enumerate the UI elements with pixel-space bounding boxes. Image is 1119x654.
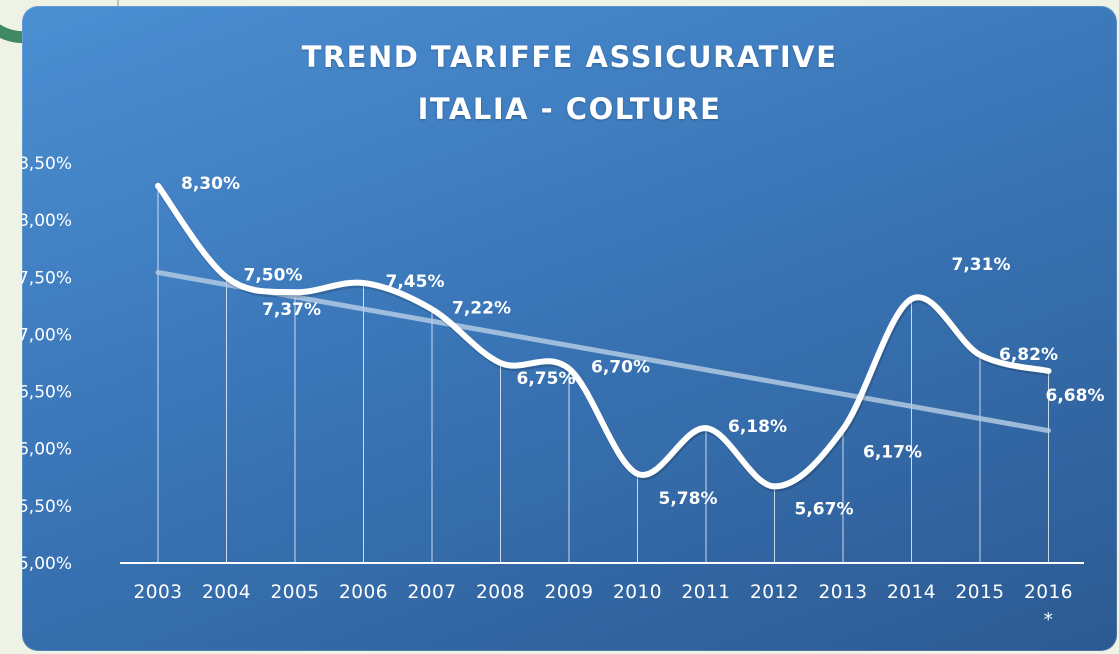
data-label: 6,18% xyxy=(728,417,787,437)
x-tick-label: 2006 xyxy=(339,582,388,603)
data-label: 6,75% xyxy=(517,369,576,389)
data-label: 8,30% xyxy=(181,174,240,194)
data-label: 5,67% xyxy=(795,499,854,519)
y-tick-label: 8,00% xyxy=(22,211,72,231)
x-tick-label: 2014 xyxy=(887,582,936,603)
y-tick-label: 6,50% xyxy=(22,383,72,403)
x-tick-label: 2007 xyxy=(407,582,456,603)
data-label: 7,45% xyxy=(386,272,445,292)
y-tick-label: 5,50% xyxy=(22,497,72,517)
x-tick-label: 2003 xyxy=(133,582,182,603)
x-tick-label: 2005 xyxy=(270,582,319,603)
y-tick-label: 8,50% xyxy=(22,154,72,174)
data-point xyxy=(840,426,846,432)
data-point xyxy=(224,274,229,280)
data-point xyxy=(566,366,572,372)
x-tick-label: 2008 xyxy=(476,582,525,603)
data-label: 6,82% xyxy=(999,345,1058,365)
data-point xyxy=(429,306,435,312)
y-tick-label: 6,00% xyxy=(22,440,72,460)
series-line xyxy=(155,182,1052,490)
x-tick-label: 2010 xyxy=(613,582,662,603)
x-tick-label: 2004 xyxy=(202,582,251,603)
x-tick-label: 2012 xyxy=(750,582,799,603)
y-tick-label: 7,50% xyxy=(22,268,72,288)
data-point xyxy=(155,183,161,189)
x-tick-label: 2011 xyxy=(681,582,730,603)
data-label: 7,50% xyxy=(244,265,303,285)
data-point xyxy=(1046,368,1051,374)
data-label: 6,68% xyxy=(1046,386,1105,406)
data-point xyxy=(361,280,366,286)
trendline xyxy=(155,270,1051,434)
data-label: 6,17% xyxy=(863,442,922,462)
chart-card: TREND TARIFFE ASSICURATIVE ITALIA - COLT… xyxy=(22,6,1117,651)
x-tick-label: 2013 xyxy=(818,582,867,603)
data-point xyxy=(772,483,777,489)
data-point xyxy=(292,289,298,295)
data-point xyxy=(635,471,640,477)
y-tick-label: 5,00% xyxy=(22,554,72,574)
data-label: 7,22% xyxy=(452,298,511,318)
chart-title-line1: TREND TARIFFE ASSICURATIVE xyxy=(301,40,838,74)
data-point xyxy=(977,352,983,358)
data-label: 5,78% xyxy=(659,489,718,509)
x-tick-label: 2016 xyxy=(1024,582,1073,603)
x-tick-label: 2015 xyxy=(955,582,1004,603)
data-label: 6,70% xyxy=(591,358,650,378)
data-label: 7,37% xyxy=(262,300,321,320)
data-point xyxy=(909,296,914,302)
data-label: 7,31% xyxy=(952,255,1011,275)
data-point xyxy=(703,425,709,431)
chart-title-line2: ITALIA - COLTURE xyxy=(417,92,722,126)
data-point xyxy=(498,360,503,366)
x-tick-label: 2009 xyxy=(544,582,593,603)
y-tick-label: 7,00% xyxy=(22,325,72,345)
line-chart: 5,00% 5,50% 6,00% 6,50% 7,00% 7,50% 8,00% 8,50%… xyxy=(22,154,1105,631)
x-tick-footnote-marker: * xyxy=(1044,610,1054,631)
